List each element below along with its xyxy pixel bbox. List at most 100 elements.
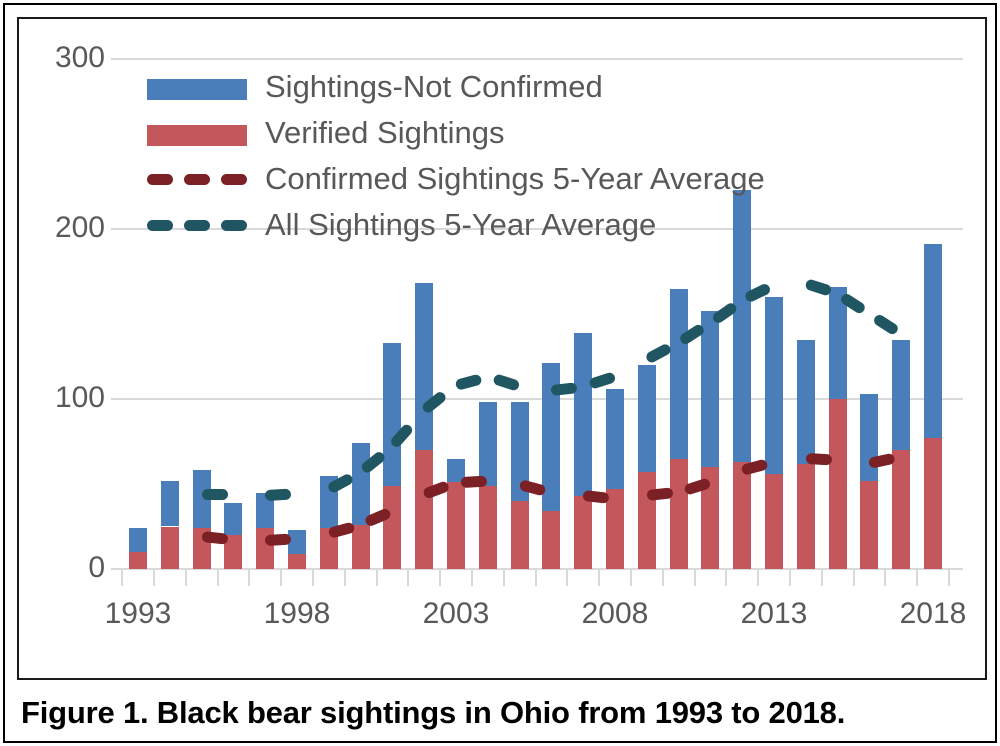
- bar-2012[interactable]: [733, 19, 752, 678]
- bar-verified-2000: [351, 524, 370, 569]
- bar-not-confirmed-2009: [637, 365, 656, 473]
- bar-2005[interactable]: [510, 19, 529, 678]
- x-axis-end-cap: [947, 569, 950, 578]
- legend-item-2[interactable]: Verified Sightings: [147, 113, 747, 159]
- bar-2001[interactable]: [383, 19, 402, 678]
- legend-item-1[interactable]: Sightings-Not Confirmed: [147, 67, 747, 113]
- x-tick: [820, 569, 823, 586]
- bar-verified-1994: [160, 526, 179, 569]
- bar-not-confirmed-2007: [574, 332, 593, 496]
- x-tick-label-2003: 2003: [422, 597, 490, 630]
- x-tick: [184, 569, 187, 586]
- bar-not-confirmed-2014: [796, 339, 815, 464]
- x-tick: [248, 569, 251, 586]
- y-axis-labels: 0 100 200 300: [25, 19, 105, 619]
- chart-panel: 0 100 200 300 1993 1998 2003 2008 2013 2018 Sigh…: [17, 17, 987, 680]
- bar-verified-2003: [447, 482, 465, 569]
- bar-verified-2002: [415, 450, 434, 569]
- legend-swatch-dash-icon: [147, 174, 247, 185]
- chart-plot-area: 0 100 200 300 1993 1998 2003 2008 2013 2018 Sigh…: [19, 19, 985, 678]
- bar-not-confirmed-2018: [924, 244, 942, 439]
- bar-not-confirmed-2002: [415, 283, 434, 450]
- x-tick: [375, 569, 378, 586]
- bar-verified-2013: [765, 473, 783, 569]
- bar-verified-1999: [319, 528, 338, 569]
- confirmed-5yr-avg-dash-segment: [460, 475, 488, 488]
- bar-2013[interactable]: [765, 19, 783, 678]
- x-tick: [693, 569, 696, 586]
- bar-verified-2001: [383, 485, 402, 569]
- bar-verified-2010: [669, 458, 688, 569]
- bar-not-confirmed-2001: [383, 342, 402, 486]
- bar-verified-1998: [288, 553, 306, 569]
- bar-2016[interactable]: [860, 19, 879, 678]
- legend-item-3[interactable]: Confirmed Sightings 5-Year Average: [147, 159, 765, 205]
- x-tick: [916, 569, 919, 586]
- bar-1993[interactable]: [129, 19, 147, 678]
- x-tick: [311, 569, 314, 586]
- legend-item-4[interactable]: All Sightings 5-Year Average: [147, 205, 747, 251]
- x-tick: [725, 569, 728, 586]
- x-tick-label-2013: 2013: [740, 597, 808, 630]
- x-tick-label-1998: 1998: [263, 597, 331, 630]
- bar-verified-2012: [733, 461, 752, 569]
- bar-not-confirmed-2006: [542, 363, 561, 512]
- legend-swatch-bar-icon: [147, 79, 247, 100]
- bar-not-confirmed-2005: [510, 402, 529, 501]
- x-tick: [280, 569, 283, 586]
- x-tick: [407, 569, 410, 586]
- bar-2008[interactable]: [606, 19, 624, 678]
- all-5yr-avg-dash-segment: [264, 489, 292, 502]
- gridline-100: [111, 398, 963, 400]
- x-tick: [629, 569, 632, 586]
- bar-1998[interactable]: [288, 19, 306, 678]
- bar-1996[interactable]: [224, 19, 243, 678]
- bar-not-confirmed-1996: [224, 502, 243, 535]
- y-tick-label-100: 100: [54, 381, 105, 414]
- bar-verified-2016: [860, 480, 879, 569]
- bar-not-confirmed-2015: [828, 286, 847, 399]
- bar-not-confirmed-2008: [606, 388, 624, 490]
- x-tick: [152, 569, 155, 586]
- bar-2018[interactable]: [924, 19, 942, 678]
- x-tick-label-1993: 1993: [104, 597, 172, 630]
- x-tick: [757, 569, 760, 586]
- bar-2006[interactable]: [542, 19, 561, 678]
- bar-verified-2009: [637, 472, 656, 569]
- bar-not-confirmed-2017: [892, 339, 911, 450]
- bar-not-confirmed-1997: [256, 492, 275, 529]
- y-tick-label-0: 0: [88, 551, 105, 584]
- bar-2014[interactable]: [796, 19, 815, 678]
- legend-label: Confirmed Sightings 5-Year Average: [265, 161, 765, 196]
- x-tick: [439, 569, 442, 586]
- bar-verified-2006: [542, 511, 561, 569]
- bar-not-confirmed-1998: [288, 529, 306, 554]
- bar-not-confirmed-1993: [129, 528, 147, 552]
- x-tick: [884, 569, 887, 586]
- bar-verified-2017: [892, 450, 911, 569]
- bar-not-confirmed-2000: [351, 443, 370, 525]
- x-tick: [598, 569, 601, 586]
- bar-2017[interactable]: [892, 19, 911, 678]
- confirmed-5yr-avg-dash-segment: [805, 453, 833, 466]
- legend-swatch-bar-icon: [147, 125, 247, 146]
- bar-2010[interactable]: [669, 19, 688, 678]
- legend-label: Sightings-Not Confirmed: [265, 69, 603, 104]
- x-tick: [852, 569, 855, 586]
- bar-verified-2014: [796, 463, 815, 569]
- bar-2003[interactable]: [447, 19, 465, 678]
- bar-not-confirmed-2012: [733, 189, 752, 462]
- bar-1994[interactable]: [160, 19, 179, 678]
- bar-2004[interactable]: [478, 19, 497, 678]
- bar-2015[interactable]: [828, 19, 847, 678]
- bar-verified-2008: [606, 489, 624, 569]
- x-tick: [502, 569, 505, 586]
- y-tick-label-300: 300: [54, 41, 105, 74]
- bar-not-confirmed-2011: [701, 310, 720, 467]
- bar-2007[interactable]: [574, 19, 593, 678]
- bar-2011[interactable]: [701, 19, 720, 678]
- x-tick: [470, 569, 473, 586]
- figure-caption: Figure 1. Black bear sightings in Ohio f…: [21, 695, 846, 730]
- legend-label: All Sightings 5-Year Average: [265, 207, 657, 242]
- y-tick-label-200: 200: [54, 211, 105, 244]
